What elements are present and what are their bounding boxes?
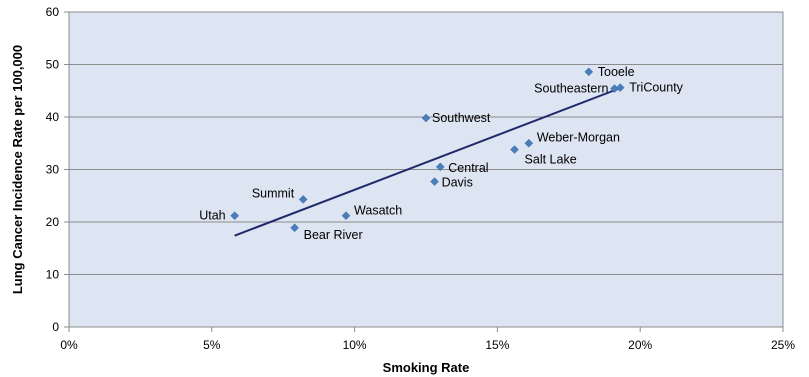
gridlines	[69, 11, 783, 275]
point-label-7: Salt Lake	[525, 153, 577, 167]
data-point-5	[435, 162, 445, 172]
data-point-3	[341, 211, 351, 221]
data-point-8	[524, 138, 534, 148]
y-axis-title: Lung Cancer Incidence Rate per 100,000	[10, 45, 25, 294]
trendline	[234, 87, 621, 237]
y-tick-label-6: 60	[46, 5, 60, 19]
y-tick-label-2: 20	[46, 215, 60, 229]
x-tick-label-1: 5%	[203, 338, 221, 352]
y-tick-label-4: 40	[46, 110, 60, 124]
point-label-9: Tooele	[598, 65, 635, 79]
point-label-2: Bear River	[304, 228, 363, 242]
data-point-7	[510, 145, 519, 154]
y-tick-label-5: 50	[46, 58, 60, 72]
data-point-4	[421, 113, 431, 123]
point-labels: Utah Summit Bear River Wasatch Southwest Cent…	[199, 65, 683, 242]
y-tick-label-0: 0	[52, 320, 59, 334]
point-label-5: Central	[448, 161, 488, 175]
point-label-3: Wasatch	[354, 204, 402, 218]
data-point-1	[298, 195, 308, 204]
point-label-8: Weber-Morgan	[537, 130, 620, 144]
point-label-10: Southeastern	[534, 82, 608, 96]
y-tick-label-3: 30	[46, 163, 60, 177]
data-point-9	[584, 67, 594, 77]
x-tick-label-3: 15%	[485, 338, 509, 352]
data-point-0	[230, 211, 240, 221]
x-tick-label-4: 20%	[628, 338, 652, 352]
data-points	[230, 67, 625, 233]
x-tick-label-0: 0%	[60, 338, 78, 352]
y-tick-label-1: 10	[46, 268, 60, 282]
point-label-4: Southwest	[432, 111, 491, 125]
point-label-1: Summit	[252, 186, 295, 200]
point-label-11: TriCounty	[629, 81, 683, 95]
x-tick-label-5: 25%	[771, 338, 795, 352]
data-point-6	[430, 177, 439, 186]
data-point-2	[290, 223, 299, 233]
data-point-11	[615, 83, 625, 92]
point-label-0: Utah	[199, 209, 225, 223]
tick-labels: 0 10 20 30 40 50 60 0% 5% 10% 15% 20% 25%	[46, 5, 796, 352]
x-tick-label-2: 10%	[343, 338, 367, 352]
x-axis-title: Smoking Rate	[383, 360, 470, 375]
point-label-6: Davis	[442, 176, 473, 190]
